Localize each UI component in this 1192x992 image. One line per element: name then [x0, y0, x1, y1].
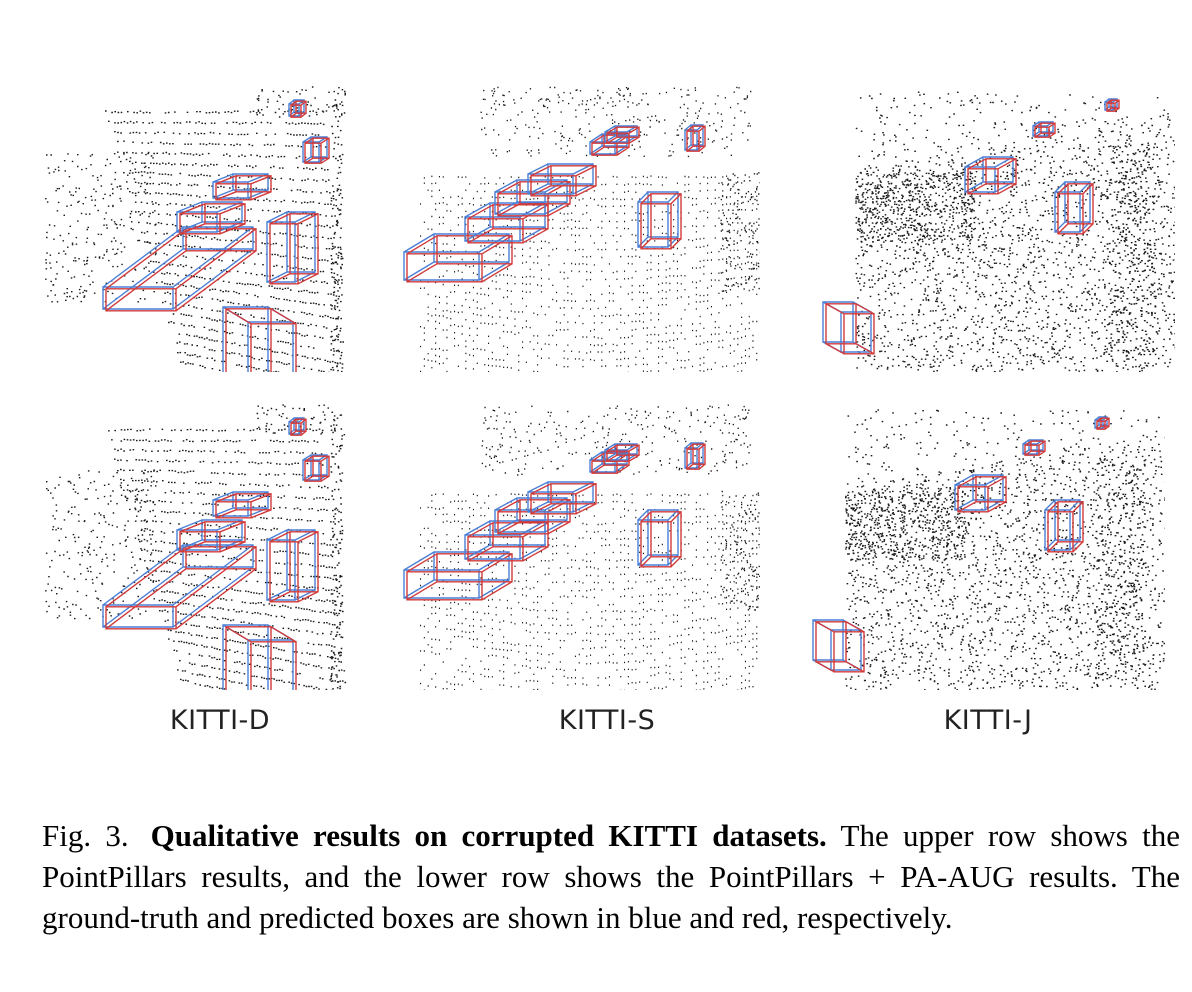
predicted-box — [225, 308, 297, 372]
ground-truth-box — [637, 509, 679, 566]
ground-truth-box — [684, 124, 704, 151]
ground-truth-box — [176, 519, 243, 551]
ground-truth-box — [302, 136, 328, 163]
column-label-kitti-d: KITTI-D — [169, 705, 271, 736]
predicted-box — [290, 100, 307, 118]
predicted-box — [606, 444, 640, 462]
predicted-box — [606, 126, 640, 144]
predicted-box — [215, 493, 272, 519]
predicted-box — [825, 303, 875, 355]
figure-number: Fig. 3. — [42, 818, 129, 853]
predicted-box — [591, 452, 630, 474]
lidar-visualization — [403, 404, 760, 690]
panel-kitti-j-pa-aug — [805, 400, 1165, 690]
predicted-box — [640, 193, 682, 250]
predicted-box — [1047, 501, 1084, 553]
point-cloud — [45, 404, 347, 690]
column-label-kitti-j: KITTI-J — [943, 705, 1033, 736]
predicted-box — [815, 621, 865, 673]
predicted-box — [406, 235, 513, 283]
lidar-visualization — [812, 409, 1165, 690]
predicted-box — [269, 531, 319, 603]
lidar-visualization — [403, 86, 760, 372]
predicted-box — [640, 511, 682, 568]
ground-truth-box — [288, 99, 305, 117]
ground-truth-box — [604, 125, 638, 143]
point-cloud — [420, 86, 760, 372]
ground-truth-box — [604, 443, 638, 461]
predicted-box — [105, 228, 257, 312]
predicted-box — [530, 483, 597, 515]
predicted-box — [467, 522, 549, 562]
ground-truth-box — [102, 226, 254, 310]
predicted-box — [686, 443, 706, 470]
ground-truth-box — [302, 454, 328, 481]
ground-truth-box — [212, 173, 269, 199]
point-cloud — [845, 409, 1165, 690]
panel-kitti-d-pa-aug — [45, 400, 405, 690]
ground-truth-box — [527, 481, 594, 513]
predicted-box — [957, 476, 1007, 513]
predicted-box — [967, 158, 1017, 195]
ground-truth-box — [176, 201, 243, 233]
ground-truth-box — [954, 474, 1004, 511]
panel-kitti-s-pointpillars — [400, 82, 760, 372]
ground-truth-box — [288, 417, 305, 435]
predicted-box — [304, 137, 330, 164]
predicted-box — [1057, 183, 1094, 235]
ground-truth-box — [1032, 121, 1054, 137]
predicted-box — [467, 204, 549, 244]
ground-truth-box — [266, 529, 316, 601]
ground-truth-box — [464, 202, 546, 242]
predicted-box — [290, 418, 307, 436]
predicted-box — [591, 134, 630, 156]
predicted-box — [215, 175, 272, 201]
figure-caption: Fig. 3. Qualitative results on corrupted … — [42, 815, 1180, 938]
point-cloud — [420, 404, 760, 690]
ground-truth-box — [589, 451, 628, 473]
predicted-box — [105, 546, 257, 630]
predicted-box — [530, 165, 597, 197]
ground-truth-box — [589, 133, 628, 155]
ground-truth-box — [527, 163, 594, 195]
lidar-visualization — [45, 86, 346, 372]
predicted-box — [304, 455, 330, 482]
panel-kitti-j-pointpillars — [815, 82, 1175, 372]
predicted-box — [269, 213, 319, 285]
lidar-visualization — [822, 91, 1175, 372]
ground-truth-box — [1054, 181, 1091, 233]
point-cloud — [855, 91, 1175, 372]
ground-truth-box — [266, 211, 316, 283]
predicted-box — [1024, 440, 1046, 456]
caption-title: Qualitative results on corrupted KITTI d… — [150, 818, 827, 853]
predicted-box — [1106, 99, 1120, 112]
ground-truth-box — [1022, 439, 1044, 455]
ground-truth-box — [102, 544, 254, 628]
ground-truth-box — [684, 442, 704, 469]
ground-truth-box — [637, 191, 679, 248]
predicted-box — [686, 125, 706, 152]
predicted-box — [1034, 122, 1056, 138]
ground-truth-box — [212, 491, 269, 517]
predicted-box — [497, 499, 571, 535]
predicted-box — [497, 181, 571, 217]
predicted-box — [406, 553, 513, 601]
ground-truth-box — [464, 520, 546, 560]
panel-kitti-s-pa-aug — [400, 400, 760, 690]
predicted-box — [225, 626, 297, 690]
predicted-box — [179, 203, 246, 235]
panel-kitti-d-pointpillars — [45, 82, 405, 372]
column-label-kitti-s: KITTI-S — [558, 705, 656, 736]
predicted-box — [179, 521, 246, 553]
ground-truth-box — [1044, 499, 1081, 551]
ground-truth-box — [964, 156, 1014, 193]
lidar-visualization — [45, 404, 347, 690]
predicted-box — [1096, 417, 1110, 430]
caption-text: The upper row shows the PointPillars res… — [42, 818, 1180, 935]
